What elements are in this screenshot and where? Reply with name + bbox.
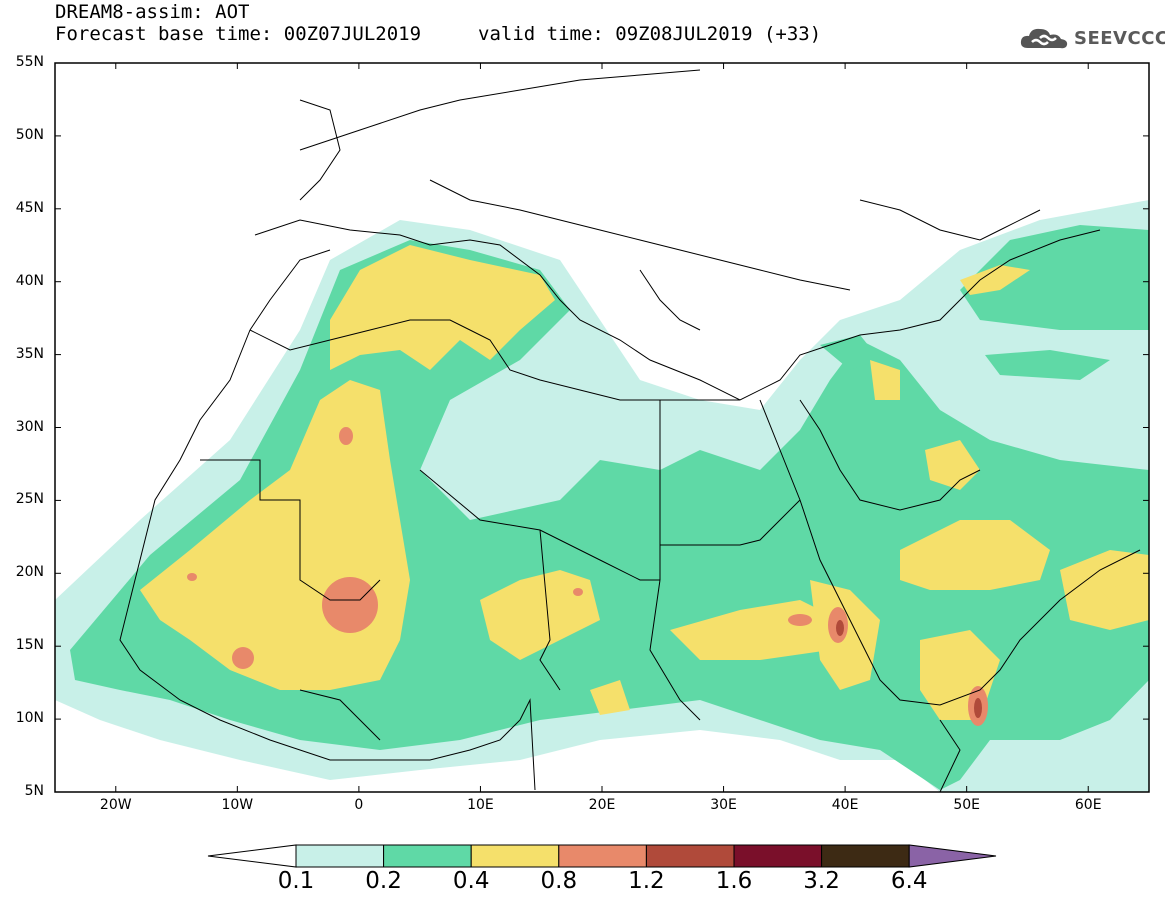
aot-fields [55, 200, 1149, 792]
logo-text: SEEVCCC [1074, 27, 1165, 49]
seevccc-logo: SEEVCCC [1018, 24, 1165, 52]
lat-label: 30N [15, 418, 44, 435]
colorbar-level-label: 6.4 [890, 868, 928, 894]
lon-label: 20W [99, 797, 132, 813]
colorbar-level-label: 3.2 [803, 868, 840, 894]
aot-band-1.2 [836, 620, 982, 718]
lat-label: 15N [15, 637, 44, 654]
lon-label: 0 [354, 797, 364, 813]
colorbar-level-label: 0.2 [365, 868, 402, 894]
forecast-base-time: Forecast base time: 00Z07JUL2019 [55, 23, 422, 45]
lon-label: 40E [831, 797, 859, 813]
coastlines [119, 69, 1141, 792]
colorbar-level-label: 0.8 [540, 868, 578, 894]
lon-label: 20E [588, 797, 616, 813]
lon-label: 60E [1074, 797, 1102, 813]
lon-label: 10W [221, 797, 254, 813]
lat-label: 50N [15, 126, 44, 143]
lat-label: 35N [15, 345, 44, 362]
map-title: DREAM8-assim: AOT [55, 1, 250, 23]
cloud-icon [1020, 28, 1068, 49]
lat-label: 45N [15, 199, 44, 216]
lat-label: 40N [15, 272, 44, 289]
lon-label: 50E [953, 797, 980, 813]
lat-label: 10N [15, 710, 44, 727]
lat-label: 20N [15, 564, 44, 581]
lon-label: 30E [710, 797, 737, 813]
lon-label: 10E [467, 797, 494, 813]
colorbar-level-label: 1.6 [715, 868, 753, 894]
lat-label: 25N [15, 491, 44, 508]
colorbar-level-label: 0.4 [452, 868, 490, 894]
colorbar-level-label: 0.1 [277, 868, 315, 894]
lat-label: 5N [24, 783, 44, 799]
axis-ticks [55, 62, 1149, 793]
lat-label: 55N [15, 54, 44, 70]
valid-time: valid time: 09Z08JUL2019 (+33) [478, 23, 822, 45]
colorbar-level-label: 1.2 [628, 868, 665, 894]
